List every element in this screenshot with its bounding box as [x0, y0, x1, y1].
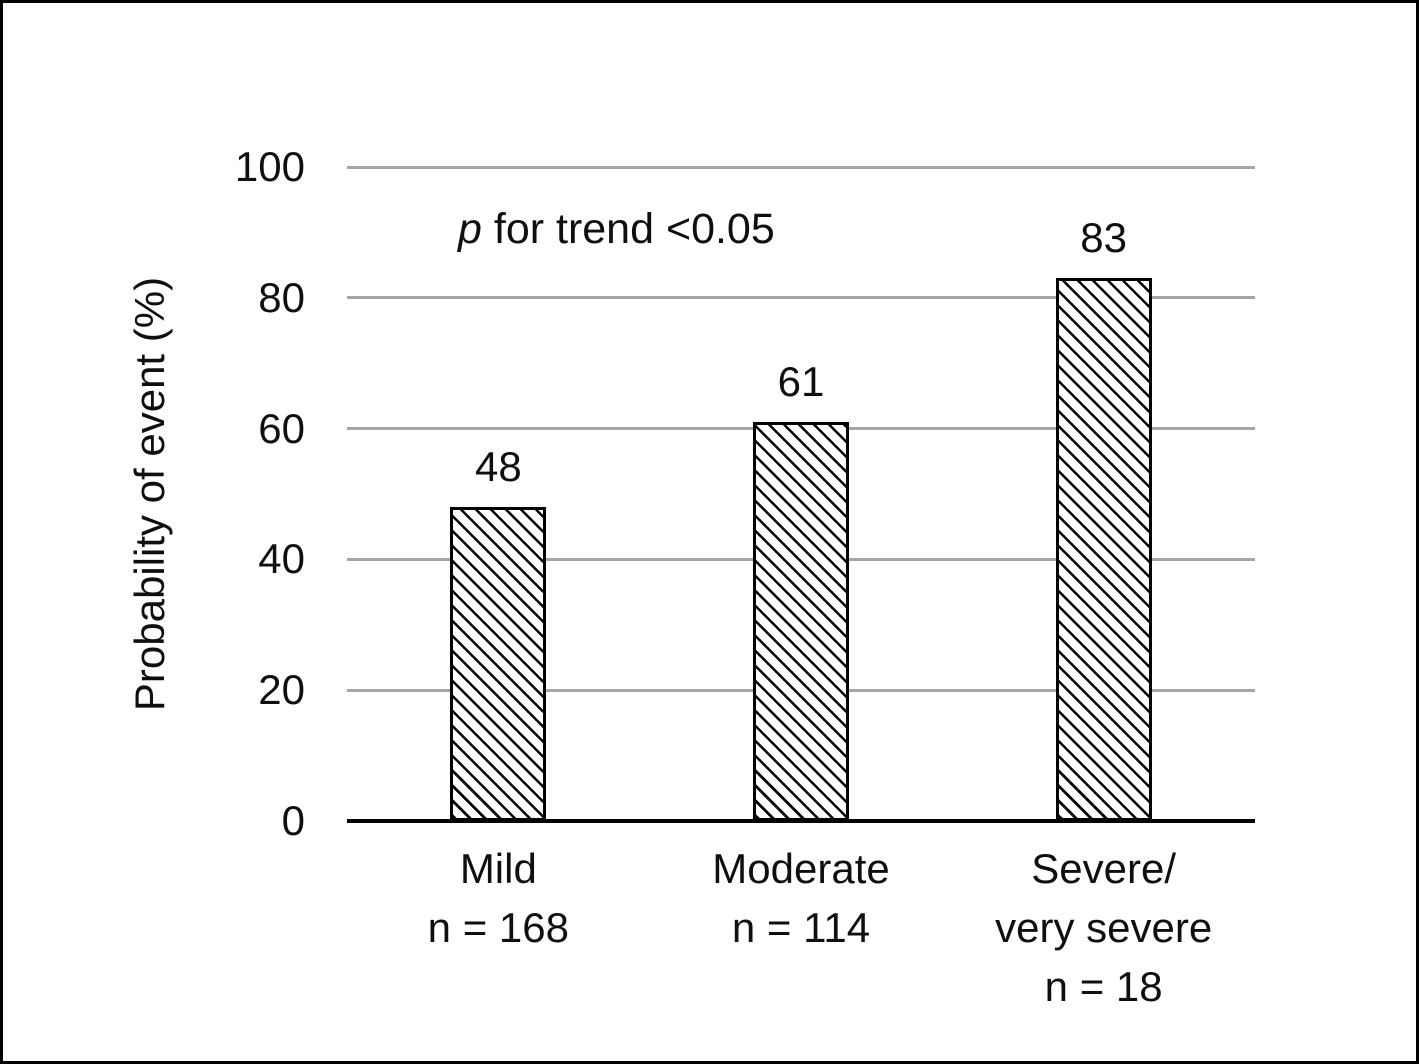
y-axis-title: Probability of event (%)	[126, 276, 173, 712]
bar-1	[450, 507, 547, 821]
bar-2	[753, 422, 849, 821]
category-label-3-line-3: n = 18	[1044, 963, 1163, 1010]
bar-3	[1055, 278, 1152, 821]
bar-value-label-3: 83	[1080, 214, 1128, 262]
gridline-80	[347, 296, 1255, 300]
bar-value-label-1: 48	[474, 443, 522, 491]
category-label-2-line-2: n = 114	[731, 904, 871, 951]
category-label-2-line-1: Moderate	[712, 845, 890, 892]
annotation-text: for trend <0.05	[481, 205, 775, 253]
y-tick-label-20: 20	[258, 666, 305, 714]
p-for-trend-annotation: p for trend <0.05	[458, 205, 775, 253]
bar-value-label-2: 61	[777, 358, 825, 406]
category-label-3: Severe/very severe n = 18	[944, 839, 1264, 1016]
annotation-italic-p: p	[458, 205, 482, 253]
y-tick-label-60: 60	[258, 404, 305, 452]
x-axis-line	[347, 819, 1255, 823]
category-label-3-line-2: very severe	[995, 904, 1213, 951]
category-label-1-line-2: n = 168	[427, 904, 569, 951]
category-label-3-line-1: Severe/	[1031, 845, 1177, 892]
y-tick-label-0: 0	[281, 797, 305, 844]
category-label-2: Moderate n = 114	[641, 839, 961, 957]
category-label-1-line-1: Mild	[459, 845, 537, 892]
y-tick-label-100: 100	[234, 143, 305, 190]
gridline-100	[347, 165, 1255, 169]
y-tick-label-80: 80	[258, 273, 305, 321]
category-label-1: Mild n = 168	[338, 839, 658, 957]
y-tick-label-40: 40	[258, 535, 305, 583]
